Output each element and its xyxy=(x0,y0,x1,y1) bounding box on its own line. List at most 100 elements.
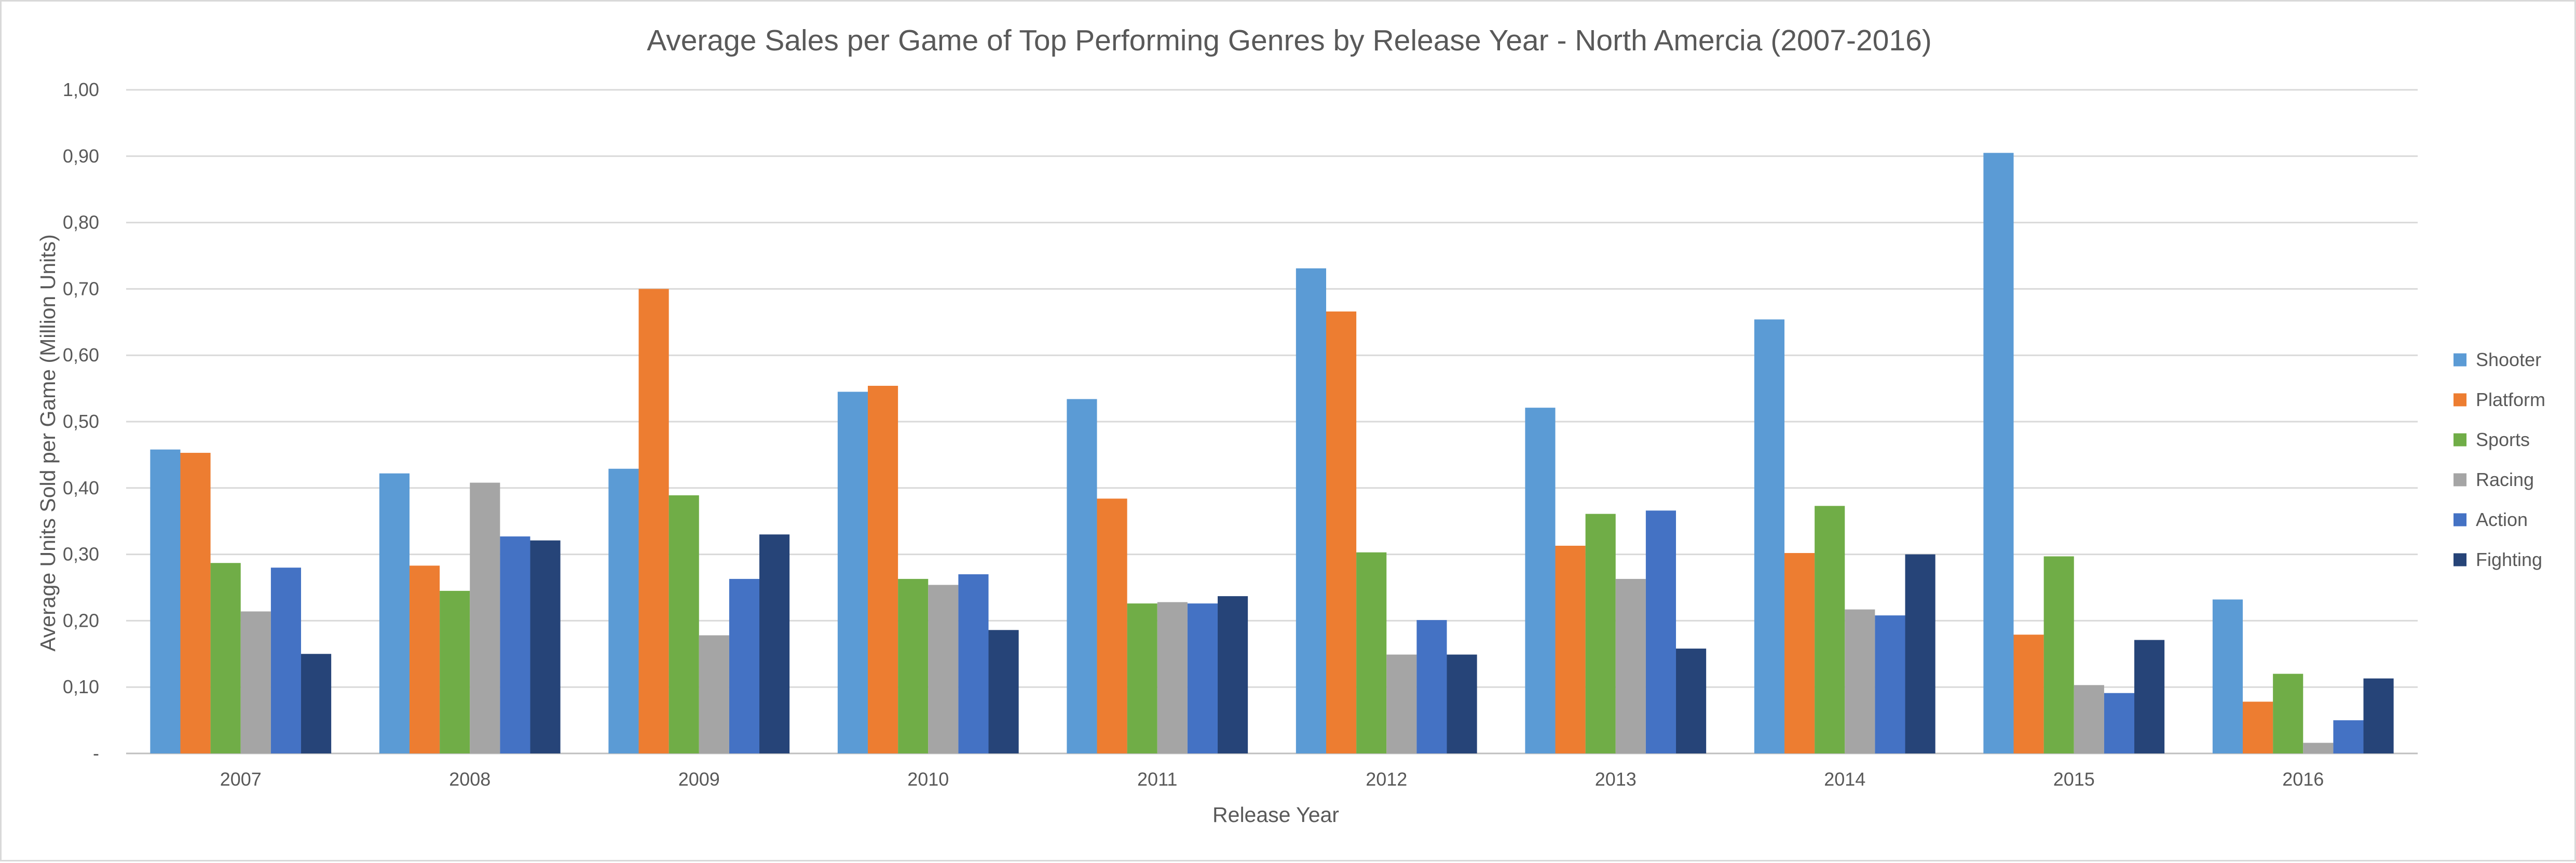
bar-racing-2016 xyxy=(2303,743,2334,753)
y-tick-label: - xyxy=(93,743,99,764)
bar-shooter-2007 xyxy=(150,449,181,753)
bar-platform-2009 xyxy=(638,289,669,753)
bar-platform-2015 xyxy=(2013,635,2044,753)
legend-label: Fighting xyxy=(2476,549,2542,570)
bar-shooter-2013 xyxy=(1525,408,1556,753)
legend-label: Shooter xyxy=(2476,349,2541,370)
bar-racing-2008 xyxy=(470,482,500,753)
y-tick-label: 0,80 xyxy=(63,212,99,233)
legend: Shooter Platform Sports Racing Action Fightin… xyxy=(2454,349,2545,570)
bar-fighting-2012 xyxy=(1447,654,1477,753)
y-tick-label: 1,00 xyxy=(63,79,99,100)
y-tick-label: 0,90 xyxy=(63,145,99,167)
bar-platform-2013 xyxy=(1555,545,1586,753)
bar-sports-2010 xyxy=(898,578,929,753)
legend-swatch xyxy=(2454,393,2466,407)
bar-racing-2007 xyxy=(240,611,271,753)
axis-ticks: - 0,10 0,20 0,30 0,40 0,50 0,60 0,70 0,80 0,90 1,0… xyxy=(63,79,2324,790)
bar-action-2007 xyxy=(270,568,302,753)
x-tick-label: 2007 xyxy=(220,768,262,790)
bar-fighting-2015 xyxy=(2134,640,2165,753)
legend-swatch xyxy=(2454,353,2466,367)
bar-sports-2009 xyxy=(669,495,699,753)
y-tick-label: 0,60 xyxy=(63,344,99,366)
chart-title: Average Sales per Game of Top Performing… xyxy=(647,24,1932,57)
bar-action-2014 xyxy=(1875,615,1905,753)
bar-action-2009 xyxy=(729,578,760,753)
bar-action-2012 xyxy=(1416,620,1447,753)
bar-platform-2014 xyxy=(1784,553,1815,753)
x-axis-title: Release Year xyxy=(1212,803,1339,827)
bar-shooter-2014 xyxy=(1754,319,1784,753)
x-tick-label: 2008 xyxy=(449,768,490,790)
bar-racing-2013 xyxy=(1615,578,1646,753)
x-tick-label: 2014 xyxy=(1824,768,1865,790)
bar-action-2008 xyxy=(500,536,530,753)
bar-sports-2011 xyxy=(1127,603,1157,753)
bar-fighting-2008 xyxy=(530,540,561,753)
bar-platform-2016 xyxy=(2242,702,2273,753)
legend-swatch xyxy=(2454,473,2466,487)
bar-shooter-2008 xyxy=(379,473,410,753)
bars xyxy=(150,153,2394,753)
legend-swatch xyxy=(2454,433,2466,447)
bar-shooter-2012 xyxy=(1296,268,1326,753)
bar-action-2010 xyxy=(958,574,989,753)
x-tick-label: 2015 xyxy=(2053,768,2095,790)
bar-platform-2011 xyxy=(1097,498,1127,753)
bar-action-2011 xyxy=(1187,603,1218,753)
bar-action-2013 xyxy=(1645,510,1677,753)
bar-racing-2014 xyxy=(1845,609,1875,753)
bar-action-2016 xyxy=(2333,720,2364,753)
bar-shooter-2011 xyxy=(1067,399,1097,753)
legend-label: Racing xyxy=(2476,469,2534,490)
bar-fighting-2007 xyxy=(301,654,332,753)
x-tick-label: 2016 xyxy=(2282,768,2324,790)
bar-fighting-2014 xyxy=(1905,554,1936,753)
bar-shooter-2015 xyxy=(1983,153,2014,753)
legend-label: Sports xyxy=(2476,429,2530,450)
x-tick-label: 2012 xyxy=(1366,768,1407,790)
bar-racing-2012 xyxy=(1386,654,1417,753)
bar-racing-2011 xyxy=(1157,602,1188,753)
bar-sports-2007 xyxy=(210,563,241,753)
bar-action-2015 xyxy=(2104,693,2135,753)
bar-fighting-2013 xyxy=(1676,649,1707,753)
bar-sports-2008 xyxy=(440,590,470,753)
bar-sports-2012 xyxy=(1356,552,1387,753)
bar-racing-2015 xyxy=(2074,685,2104,753)
bar-sports-2014 xyxy=(1815,506,1845,753)
legend-label: Platform xyxy=(2476,389,2545,410)
bar-fighting-2010 xyxy=(988,630,1019,753)
y-tick-label: 0,30 xyxy=(63,544,99,565)
bar-sports-2013 xyxy=(1585,514,1616,753)
legend-swatch xyxy=(2454,553,2466,567)
bar-platform-2012 xyxy=(1326,311,1357,753)
bar-shooter-2010 xyxy=(837,392,868,753)
x-tick-label: 2010 xyxy=(907,768,949,790)
y-axis-title: Average Units Sold per Game (Million Uni… xyxy=(36,234,60,652)
bar-platform-2008 xyxy=(409,565,440,753)
y-tick-label: 0,10 xyxy=(63,676,99,697)
x-tick-label: 2013 xyxy=(1595,768,1637,790)
bar-fighting-2009 xyxy=(759,534,790,753)
y-tick-label: 0,70 xyxy=(63,278,99,299)
y-tick-label: 0,40 xyxy=(63,477,99,498)
bar-racing-2009 xyxy=(699,635,729,753)
x-tick-label: 2011 xyxy=(1137,768,1177,790)
bar-shooter-2016 xyxy=(2212,599,2243,753)
bar-sports-2015 xyxy=(2043,556,2074,753)
bar-platform-2007 xyxy=(180,453,211,753)
y-tick-label: 0,50 xyxy=(63,411,99,432)
bar-sports-2016 xyxy=(2273,673,2304,753)
bar-platform-2010 xyxy=(867,385,898,753)
bar-fighting-2016 xyxy=(2363,678,2394,753)
y-tick-label: 0,20 xyxy=(63,610,99,631)
x-tick-label: 2009 xyxy=(678,768,720,790)
bar-shooter-2009 xyxy=(608,468,639,753)
bar-racing-2010 xyxy=(928,585,959,753)
bar-fighting-2011 xyxy=(1218,596,1248,753)
legend-swatch xyxy=(2454,513,2466,527)
